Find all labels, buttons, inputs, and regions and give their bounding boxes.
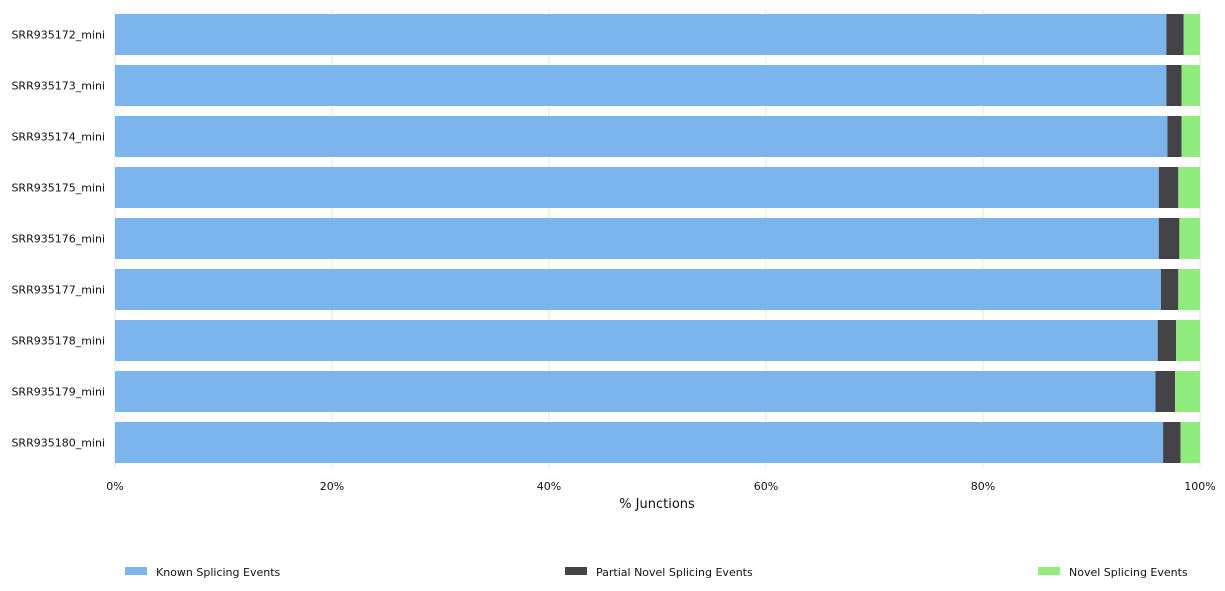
category-label-1: SRR935173_mini bbox=[11, 80, 105, 93]
x-tick-label-5: 100% bbox=[1184, 480, 1215, 493]
bar-SRR935178_mini-series-0[interactable] bbox=[115, 320, 1158, 361]
x-tick-label-4: 80% bbox=[971, 480, 995, 493]
legend-item-1[interactable]: Partial Novel Splicing Events bbox=[565, 566, 753, 579]
bar-SRR935174_mini-series-1[interactable] bbox=[1167, 116, 1182, 157]
category-label-4: SRR935176_mini bbox=[11, 233, 105, 246]
legend-label-1: Partial Novel Splicing Events bbox=[596, 566, 753, 579]
bar-SRR935172_mini-series-1[interactable] bbox=[1166, 14, 1184, 55]
legend-swatch-2 bbox=[1038, 567, 1060, 575]
category-labels: SRR935172_mini SRR935173_mini SRR935174_mi… bbox=[11, 29, 105, 450]
legend-item-0[interactable]: Known Splicing Events bbox=[125, 566, 281, 579]
bar-SRR935177_mini-series-1[interactable] bbox=[1160, 269, 1179, 310]
legend: Known Splicing Events Partial Novel Splic… bbox=[125, 566, 1188, 579]
bar-SRR935176_mini-series-1[interactable] bbox=[1158, 218, 1180, 259]
x-tick-label-3: 60% bbox=[754, 480, 778, 493]
legend-label-2: Novel Splicing Events bbox=[1069, 566, 1188, 579]
bar-SRR935179_mini-series-0[interactable] bbox=[115, 371, 1156, 412]
bar-SRR935178_mini-series-1[interactable] bbox=[1157, 320, 1177, 361]
category-label-8: SRR935180_mini bbox=[11, 437, 105, 450]
bar-SRR935178_mini-series-2[interactable] bbox=[1176, 320, 1200, 361]
x-tick-label-2: 40% bbox=[537, 480, 561, 493]
bar-SRR935176_mini-series-2[interactable] bbox=[1179, 218, 1200, 259]
category-label-0: SRR935172_mini bbox=[11, 29, 105, 42]
bar-SRR935175_mini-series-0[interactable] bbox=[115, 167, 1159, 208]
bar-SRR935172_mini-series-2[interactable] bbox=[1183, 14, 1200, 55]
bar-SRR935174_mini-series-2[interactable] bbox=[1181, 116, 1200, 157]
legend-item-2[interactable]: Novel Splicing Events bbox=[1038, 566, 1188, 579]
x-axis-title: % Junctions bbox=[619, 497, 695, 512]
category-label-5: SRR935177_mini bbox=[11, 284, 105, 297]
bar-SRR935174_mini-series-0[interactable] bbox=[115, 116, 1168, 157]
category-label-3: SRR935175_mini bbox=[11, 182, 105, 195]
category-label-7: SRR935179_mini bbox=[11, 386, 105, 399]
bar-SRR935180_mini-series-2[interactable] bbox=[1180, 422, 1200, 463]
category-label-6: SRR935178_mini bbox=[11, 335, 105, 348]
bar-SRR935173_mini-series-0[interactable] bbox=[115, 65, 1167, 106]
bar-SRR935176_mini-series-0[interactable] bbox=[115, 218, 1159, 259]
legend-swatch-1 bbox=[565, 567, 587, 575]
legend-swatch-0 bbox=[125, 567, 147, 575]
bar-SRR935180_mini-series-0[interactable] bbox=[115, 422, 1164, 463]
bar-SRR935173_mini-series-1[interactable] bbox=[1166, 65, 1182, 106]
category-label-2: SRR935174_mini bbox=[11, 131, 105, 144]
bar-SRR935179_mini-series-1[interactable] bbox=[1155, 371, 1176, 412]
bar-SRR935172_mini-series-0[interactable] bbox=[115, 14, 1167, 55]
bar-SRR935179_mini-series-2[interactable] bbox=[1175, 371, 1200, 412]
bar-SRR935175_mini-series-2[interactable] bbox=[1178, 167, 1200, 208]
legend-label-0: Known Splicing Events bbox=[156, 566, 281, 579]
bar-SRR935177_mini-series-2[interactable] bbox=[1178, 269, 1200, 310]
bar-SRR935180_mini-series-1[interactable] bbox=[1163, 422, 1181, 463]
x-tick-label-1: 20% bbox=[320, 480, 344, 493]
bar-SRR935175_mini-series-1[interactable] bbox=[1158, 167, 1179, 208]
bar-SRR935173_mini-series-2[interactable] bbox=[1181, 65, 1200, 106]
x-tick-label-0: 0% bbox=[106, 480, 123, 493]
x-tick-labels: 0% 20% 40% 60% 80% 100% bbox=[106, 480, 1215, 493]
bars bbox=[115, 14, 1200, 463]
bar-SRR935177_mini-series-0[interactable] bbox=[115, 269, 1161, 310]
